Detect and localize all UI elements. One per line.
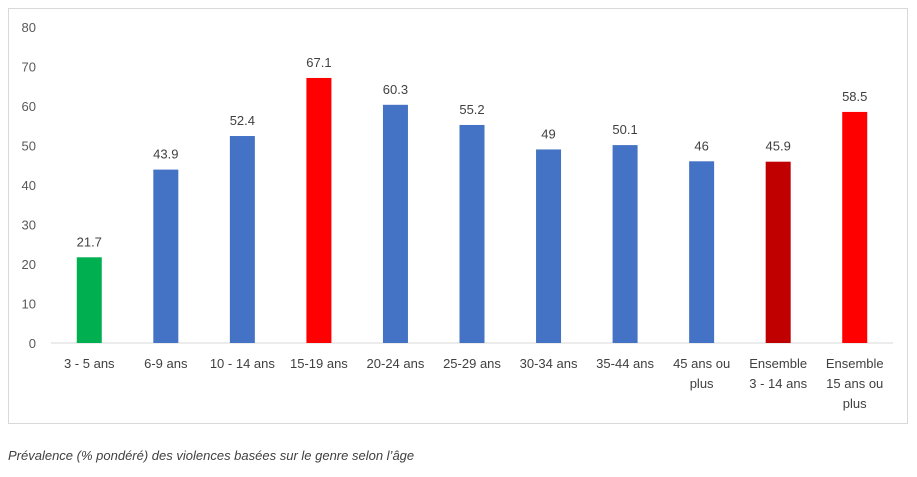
bar	[306, 77, 332, 343]
y-tick-label: 20	[22, 257, 36, 272]
bar	[612, 145, 638, 343]
x-tick-label: 10 - 14 ans	[210, 356, 276, 371]
data-label: 49	[541, 126, 555, 141]
bar	[229, 136, 255, 343]
bar	[459, 124, 485, 344]
x-tick-label: 3 - 5 ans	[64, 356, 115, 371]
x-tick-label: 25-29 ans	[443, 356, 501, 371]
x-tick-label: 20-24 ans	[367, 356, 425, 371]
y-tick-label: 0	[29, 336, 36, 351]
y-tick-label: 70	[22, 60, 36, 75]
data-label: 55.2	[459, 102, 484, 117]
x-tick-label: 15 ans ou	[826, 376, 883, 391]
data-label: 21.7	[77, 234, 102, 249]
x-tick-label: 30-34 ans	[520, 356, 578, 371]
x-tick-label: Ensemble	[749, 356, 807, 371]
chart-caption: Prévalence (% pondéré) des violences bas…	[8, 448, 415, 463]
x-tick-label: plus	[690, 376, 714, 391]
bar	[536, 149, 562, 343]
x-tick-label: 3 - 14 ans	[749, 376, 807, 391]
data-label: 46	[694, 138, 708, 153]
y-tick-label: 60	[22, 99, 36, 114]
x-tick-label: 15-19 ans	[290, 356, 348, 371]
bar	[842, 111, 868, 343]
data-label: 58.5	[842, 89, 867, 104]
data-label: 50.1	[612, 122, 637, 137]
bar-chart: 0 10 20 30 40 50 60 70 80 21.7 3 - 5 ans 43.9 6-9 an…	[22, 20, 893, 411]
data-label: 60.3	[383, 82, 408, 97]
y-tick-label: 30	[22, 218, 36, 233]
x-tick-label: 45 ans ou	[673, 356, 730, 371]
bar	[382, 104, 408, 343]
bar	[765, 161, 791, 343]
bar	[689, 161, 715, 343]
data-label: 43.9	[153, 147, 178, 162]
bar	[153, 169, 179, 343]
y-tick-label: 10	[22, 297, 36, 312]
x-tick-label: 35-44 ans	[596, 356, 654, 371]
x-tick-label: 6-9 ans	[144, 356, 188, 371]
x-tick-label: Ensemble	[826, 356, 884, 371]
y-tick-label: 80	[22, 20, 36, 35]
y-tick-label: 50	[22, 139, 36, 154]
data-label: 67.1	[306, 55, 331, 70]
y-tick-label: 40	[22, 178, 36, 193]
bar	[76, 257, 102, 343]
x-tick-label: plus	[843, 396, 867, 411]
data-label: 45.9	[766, 139, 791, 154]
data-label: 52.4	[230, 113, 255, 128]
